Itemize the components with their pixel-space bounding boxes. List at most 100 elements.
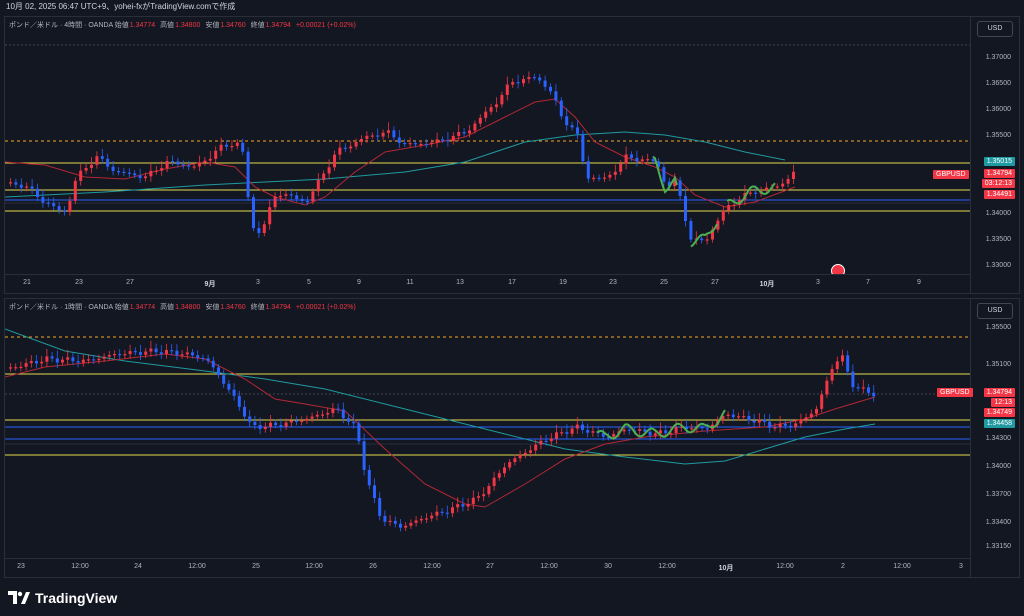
flag-icon[interactable]: [831, 264, 845, 275]
candle-body: [300, 420, 304, 423]
candle-body: [570, 428, 574, 434]
symbol-tag: GBPUSD: [937, 388, 973, 397]
candle-body: [451, 135, 455, 142]
level-price-tag: 1.34749: [983, 408, 1015, 417]
candle-body: [446, 139, 450, 142]
candle-body: [404, 525, 408, 528]
candle-body: [29, 361, 33, 364]
candle-body: [763, 419, 766, 422]
candle-body: [196, 355, 200, 358]
candle-body: [71, 357, 75, 362]
candle-body: [630, 154, 633, 158]
candle-body: [241, 142, 245, 152]
candle-body: [79, 170, 83, 181]
candle-body: [667, 181, 671, 187]
high-label: 高値: [160, 304, 175, 311]
x-tick: 12:00: [658, 563, 676, 570]
candle-body: [211, 360, 215, 368]
candle-body: [586, 429, 590, 433]
change-value: +0.00021 (+0.02%): [295, 304, 356, 311]
chart-legend: ポンド／米ドル · 1時間 · OANDA 始値1.34774 高値1.3480…: [9, 302, 359, 312]
chart-panel-4h[interactable]: ポンド／米ドル · 4時間 · OANDA 始値1.34774 高値1.3480…: [4, 16, 1020, 294]
candle-body: [258, 425, 262, 430]
candle-body: [500, 94, 504, 105]
y-tick: 1.33150: [985, 543, 1011, 550]
candle-body: [482, 494, 486, 497]
candle-body: [570, 125, 574, 128]
candle-body: [471, 497, 475, 505]
candle-body: [107, 355, 111, 357]
candle-body: [721, 415, 725, 421]
chart-panel-1h[interactable]: ポンド／米ドル · 1時間 · OANDA 始値1.34774 高値1.3480…: [4, 298, 1020, 578]
candle-body: [46, 202, 50, 204]
candle-body: [45, 356, 49, 362]
candle-body: [311, 191, 315, 202]
candle-body: [187, 165, 191, 167]
price-scale-1h[interactable]: USD 1.35500 1.35100 1.34300 1.34000 1.33…: [970, 299, 1019, 577]
candle-body: [511, 82, 515, 85]
candle-body: [227, 383, 231, 390]
time-axis-4h[interactable]: 21 23 27 9月 3 5 9 11 13 17 19 23 25 27 10月 3 7 9: [5, 274, 971, 293]
currency-label[interactable]: USD: [977, 21, 1013, 37]
candle-body: [397, 137, 401, 143]
candle-body: [830, 369, 834, 381]
candle-body: [341, 409, 345, 419]
candle-body: [100, 156, 104, 159]
chart-canvas-1h[interactable]: [5, 299, 971, 559]
indicator-line: [726, 182, 776, 205]
candle-body: [274, 422, 278, 426]
chart-canvas-4h[interactable]: [5, 17, 971, 275]
chart-area[interactable]: ポンド／米ドル · 1時間 · OANDA 始値1.34774 高値1.3480…: [5, 299, 971, 559]
currency-label[interactable]: USD: [977, 303, 1013, 319]
candle-body: [775, 186, 779, 188]
candle-body: [657, 161, 660, 168]
candle-body: [597, 177, 601, 180]
y-tick: 1.34300: [985, 435, 1011, 442]
candle-body: [768, 421, 772, 428]
candle-body: [612, 433, 616, 437]
candle-body: [138, 175, 142, 179]
candle-body: [24, 363, 28, 367]
candle-body: [527, 77, 531, 80]
candle-body: [846, 355, 850, 372]
candle-body: [263, 426, 267, 430]
x-tick: 17: [508, 279, 516, 286]
x-tick: 12:00: [540, 563, 558, 570]
high-value: 1.34800: [175, 22, 201, 29]
candle-body: [52, 203, 56, 207]
candle-body: [208, 158, 212, 161]
candle-body: [279, 425, 283, 427]
candle-body: [322, 173, 326, 181]
candle-body: [128, 351, 132, 355]
candle-body: [820, 394, 824, 409]
candle-body: [14, 367, 18, 369]
candle-body: [544, 440, 548, 442]
candle-body: [310, 416, 314, 419]
candle-body: [76, 361, 80, 363]
x-tick: 12:00: [188, 563, 206, 570]
candle-body: [705, 239, 709, 241]
candle-body: [305, 418, 309, 421]
candle-body: [237, 395, 241, 407]
open-value: 1.34774: [129, 22, 156, 29]
x-tick: 12:00: [423, 563, 441, 570]
candle-body: [154, 170, 158, 172]
x-tick: 27: [711, 279, 719, 286]
candle-body: [648, 431, 652, 436]
x-tick: 2: [841, 563, 845, 570]
x-tick: 12:00: [893, 563, 911, 570]
chart-area[interactable]: ポンド／米ドル · 4時間 · OANDA 始値1.34774 高値1.3480…: [5, 17, 971, 275]
candle-body: [403, 142, 407, 145]
candle-body: [673, 180, 677, 187]
candle-body: [362, 441, 366, 470]
candle-body: [737, 416, 740, 418]
candle-body: [84, 167, 88, 171]
candle-body: [549, 438, 553, 442]
tradingview-logo[interactable]: TradingView: [8, 590, 117, 606]
candle-body: [592, 177, 596, 180]
time-axis-1h[interactable]: 23 12:00 24 12:00 25 12:00 26 12:00 27 12:00 30 12:…: [5, 558, 971, 577]
candle-body: [122, 171, 126, 174]
candle-body: [732, 204, 736, 207]
price-scale-4h[interactable]: USD 1.37000 1.36500 1.36000 1.35500 1.34…: [970, 17, 1019, 293]
candle-body: [399, 523, 402, 528]
